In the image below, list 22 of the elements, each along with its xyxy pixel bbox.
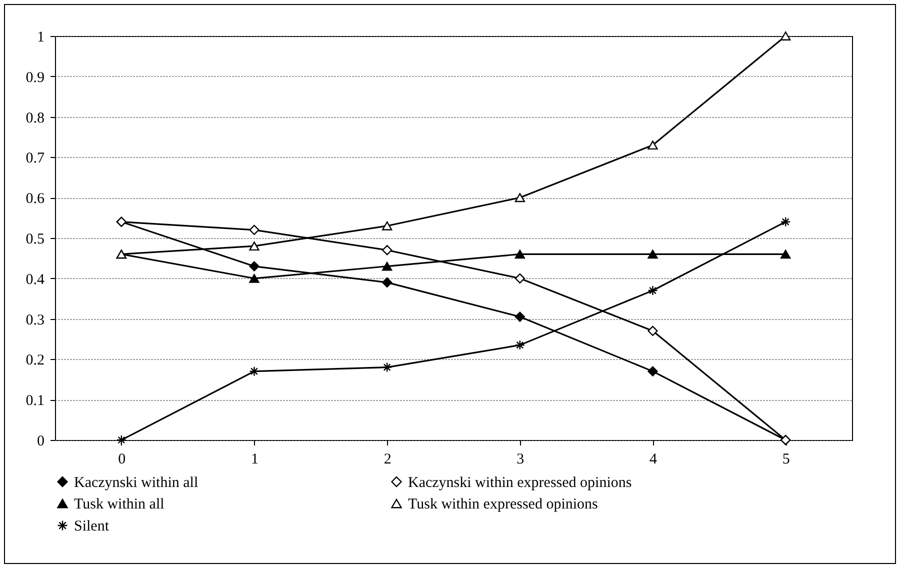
- y-tick-label: 0.9: [26, 70, 44, 86]
- legend-label: Tusk within all: [74, 496, 164, 512]
- y-tick-label: 0: [37, 434, 44, 450]
- legend-label: Kaczynski within expressed opinions: [408, 474, 632, 491]
- x-tick-label: 2: [384, 452, 392, 468]
- y-tick-label: 1: [37, 30, 44, 46]
- y-tick-label: 0.8: [26, 110, 44, 126]
- x-tick-label: 5: [782, 452, 790, 468]
- y-tick-label: 0.1: [26, 393, 44, 410]
- y-tick-label: 0.4: [26, 272, 45, 288]
- legend-label: Silent: [74, 518, 110, 534]
- legend-label: Tusk within expressed opinions: [408, 496, 598, 512]
- y-tick-label: 0.7: [26, 150, 45, 167]
- x-tick-label: 1: [251, 452, 258, 468]
- x-tick-label: 0: [118, 452, 126, 468]
- y-tick-label: 0.5: [26, 232, 44, 248]
- y-tick-label: 0.2: [26, 352, 44, 369]
- y-tick-label: 0.6: [26, 191, 45, 208]
- legend-label: Kaczynski within all: [74, 474, 198, 491]
- y-tick-label: 0.3: [26, 312, 44, 328]
- x-tick-label: 4: [650, 452, 658, 468]
- x-tick-label: 3: [516, 452, 524, 468]
